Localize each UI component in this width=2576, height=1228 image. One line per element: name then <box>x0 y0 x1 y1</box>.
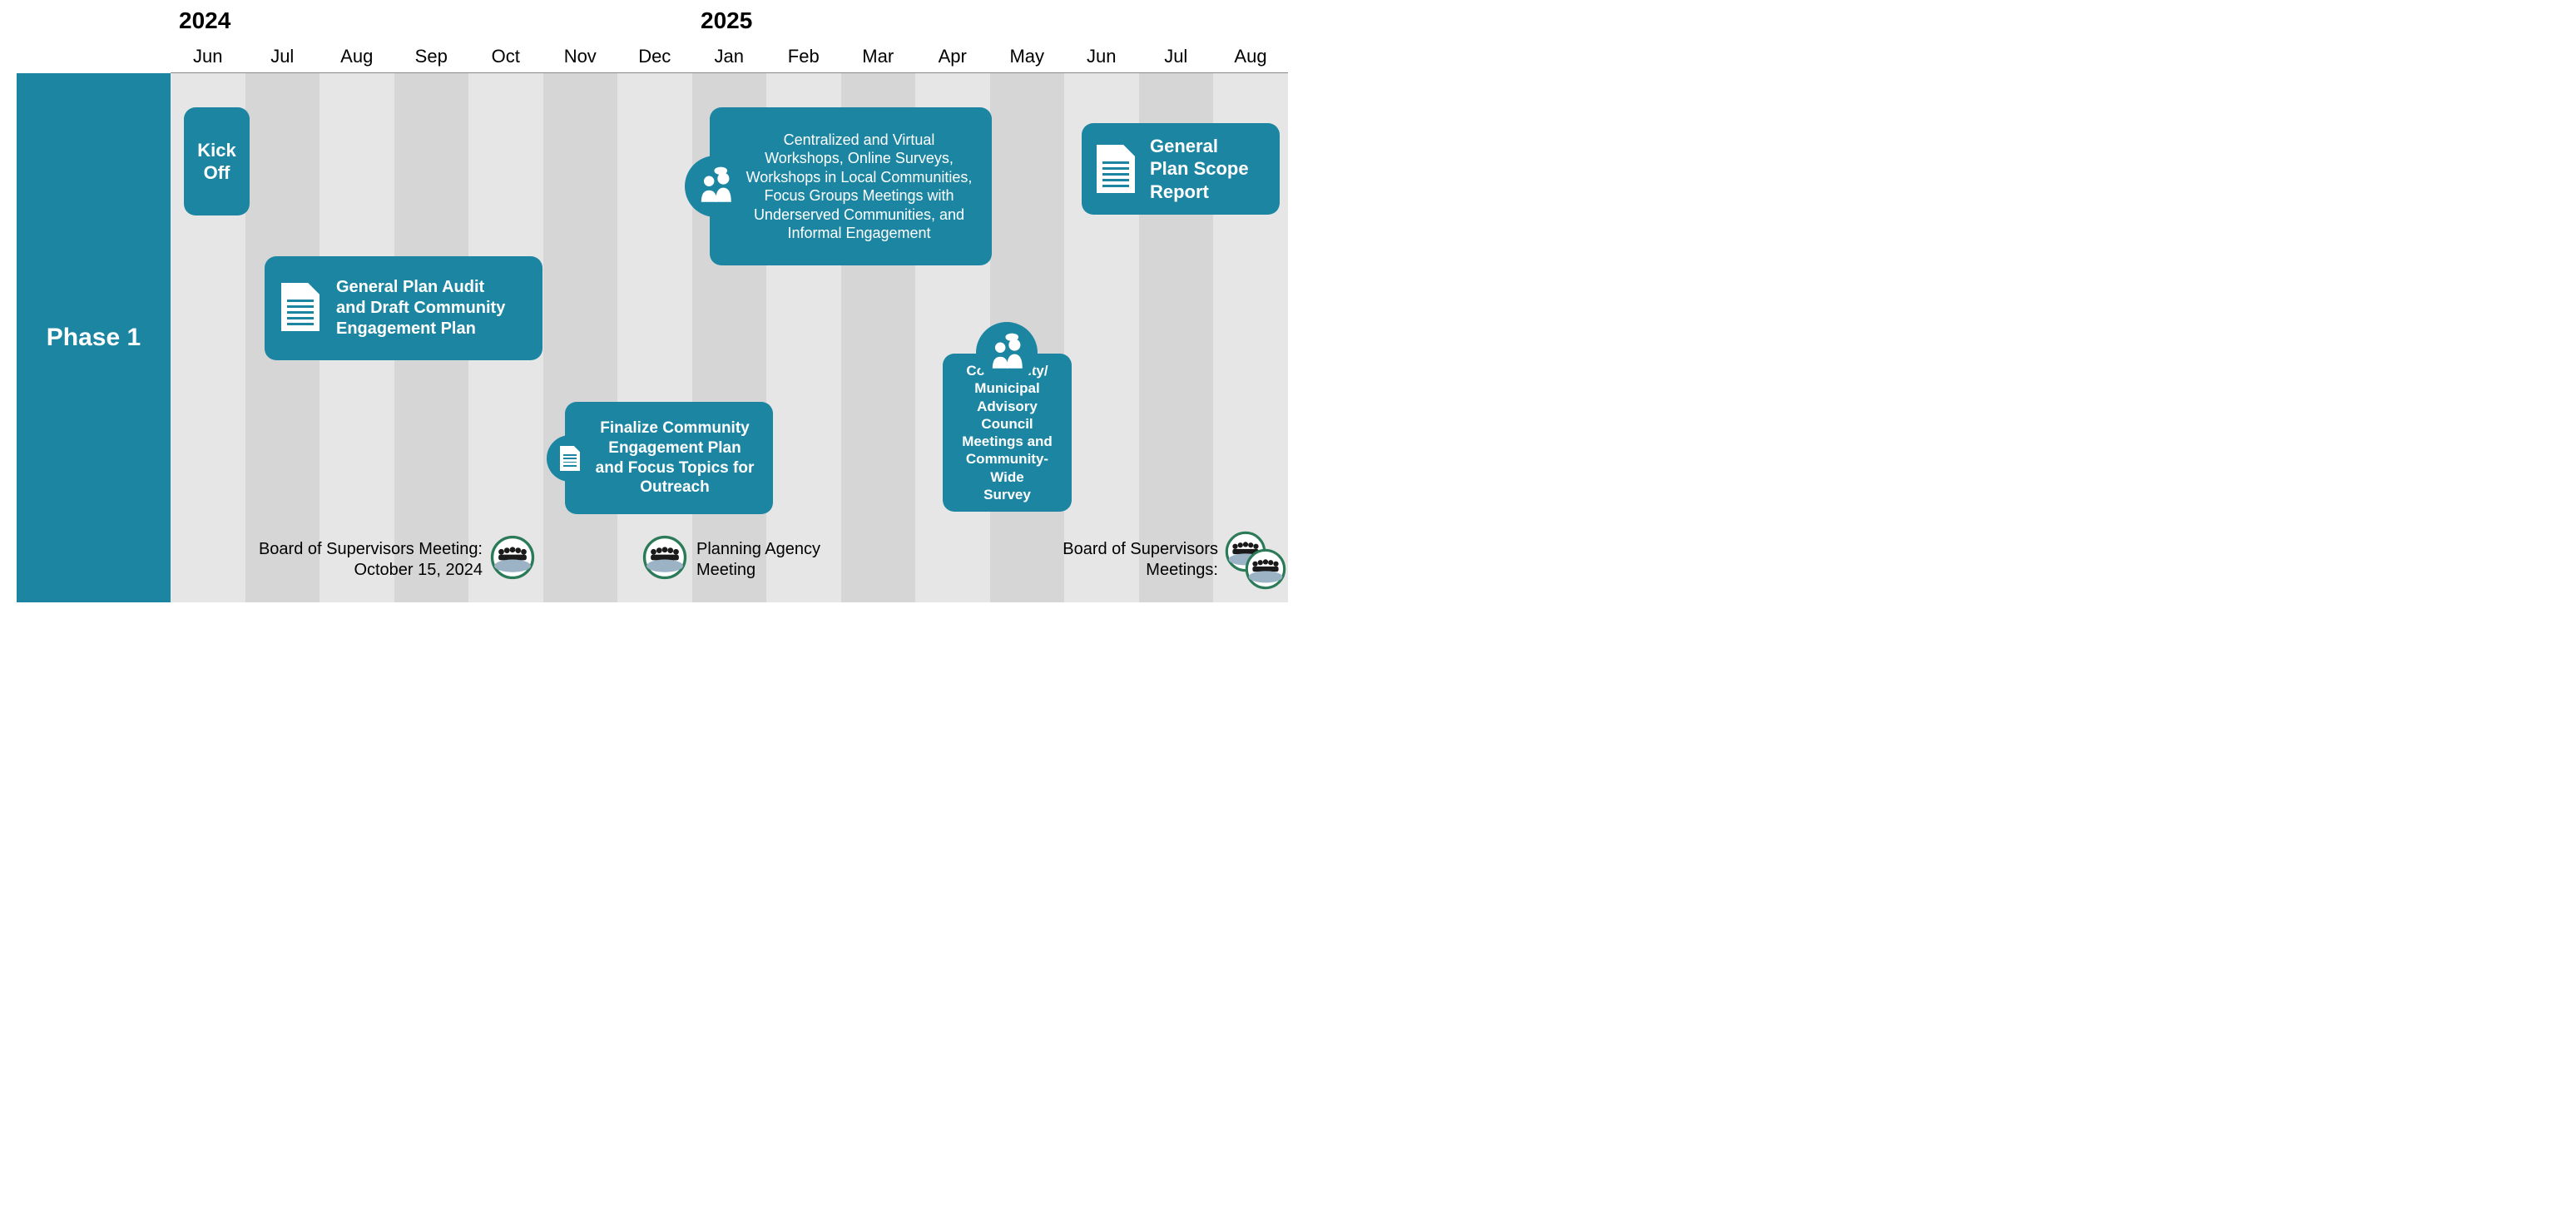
month-14: Aug <box>1213 46 1288 67</box>
month-10: Apr <box>915 46 990 67</box>
task-advisory: Community/ Municipal Advisory Council Me… <box>943 354 1072 512</box>
month-2: Aug <box>320 46 394 67</box>
header-separator <box>171 72 1288 73</box>
footer-bos-oct: Board of Supervisors Meeting: October 15… <box>259 539 483 581</box>
task-finalize-label: Finalize Community Engagement Plan and F… <box>596 418 755 498</box>
task-kickoff: Kick Off <box>184 107 250 215</box>
col-dec-2024 <box>617 73 692 602</box>
year-2024: 2024 <box>179 7 230 34</box>
meeting-emblem-icon <box>1245 548 1286 590</box>
month-6: Dec <box>617 46 692 67</box>
task-scope-label: General Plan Scope Report <box>1150 135 1249 204</box>
year-2025: 2025 <box>701 7 752 34</box>
document-icon <box>281 283 320 331</box>
task-workshops: Centralized and Virtual Workshops, Onlin… <box>710 107 992 265</box>
conversation-top-icon <box>976 322 1038 384</box>
meeting-emblem-icon <box>642 535 687 580</box>
footer-planning: Planning Agency Meeting <box>696 539 820 581</box>
month-12: Jun <box>1064 46 1139 67</box>
month-5: Nov <box>543 46 618 67</box>
month-3: Sep <box>394 46 469 67</box>
task-audit: General Plan Audit and Draft Community E… <box>265 256 542 360</box>
month-1: Jul <box>245 46 320 67</box>
task-kickoff-label: Kick Off <box>197 139 235 185</box>
phase-1-block: Phase 1 <box>17 73 171 602</box>
month-8: Feb <box>766 46 841 67</box>
task-scope: General Plan Scope Report <box>1082 123 1280 215</box>
month-13: Jul <box>1139 46 1214 67</box>
task-workshops-label: Centralized and Virtual Workshops, Onlin… <box>746 131 973 243</box>
month-9: Mar <box>841 46 916 67</box>
task-audit-label: General Plan Audit and Draft Community E… <box>336 277 505 339</box>
phase-1-label: Phase 1 <box>47 324 141 352</box>
document-icon <box>1097 145 1135 193</box>
month-4: Oct <box>468 46 543 67</box>
timeline-canvas: 2024 2025 Jun Jul Aug Sep Oct Nov Dec Ja… <box>0 0 1288 614</box>
conversation-bubble-icon <box>685 156 746 217</box>
month-7: Jan <box>692 46 767 67</box>
document-bubble-icon <box>547 435 593 482</box>
month-0: Jun <box>171 46 245 67</box>
month-11: May <box>990 46 1065 67</box>
people-talk-icon <box>695 166 736 207</box>
meeting-emblem-icon <box>490 535 535 580</box>
footer-bos-right: Board of Supervisors Meetings: <box>1063 539 1218 581</box>
people-talk-icon <box>986 332 1028 374</box>
task-finalize: Finalize Community Engagement Plan and F… <box>565 402 773 514</box>
col-nov-2024 <box>543 73 618 602</box>
